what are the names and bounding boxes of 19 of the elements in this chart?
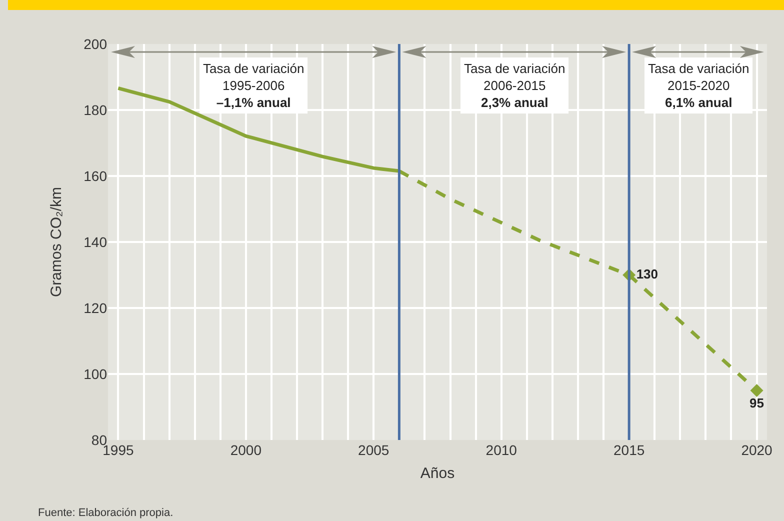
source-note: Fuente: Elaboración propia. [38,507,174,519]
x-tick-label: 2005 [358,442,390,458]
annotation: Tasa de variación 2015-2020 6,1% anual [648,61,750,110]
y-tick-label: 140 [84,234,108,250]
y-tick-label: 180 [84,102,108,118]
y-tick-label: 100 [84,366,108,382]
x-tick-label: 2015 [613,442,645,458]
x-tick-label: 2020 [741,442,773,458]
annotation: Tasa de variación 1995-2006 –1,1% anual [203,61,304,110]
data-label: 95 [750,396,764,410]
y-axis-title: Gramos CO₂/km [48,187,65,297]
y-tick-label: 160 [84,168,108,184]
x-axis-title: Años [420,465,455,482]
x-tick-label: 2000 [230,442,262,458]
y-tick-label: 120 [84,300,108,316]
y-tick-label: 200 [84,36,108,52]
data-label: 130 [636,266,658,282]
x-tick-label: 2010 [486,442,518,458]
annotation: Tasa de variación 2006-2015 2,3% anual [464,61,566,110]
